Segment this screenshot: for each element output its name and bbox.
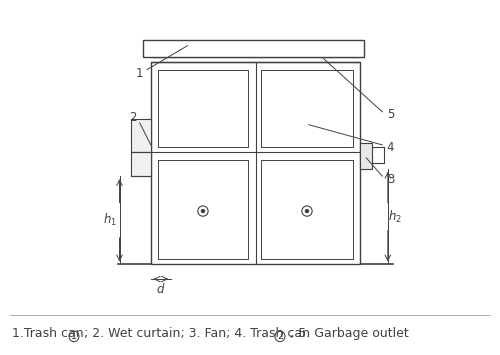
Bar <box>144 40 364 57</box>
Bar <box>261 70 353 147</box>
Circle shape <box>201 209 205 213</box>
Bar <box>130 119 151 152</box>
Text: ; 5. Garbage outlet: ; 5. Garbage outlet <box>290 327 409 340</box>
Bar <box>261 160 353 259</box>
Text: 5: 5 <box>386 108 394 121</box>
Text: 1: 1 <box>136 67 143 80</box>
Text: 1.Trash can: 1.Trash can <box>12 327 84 340</box>
Text: 2: 2 <box>130 111 137 124</box>
Text: $d$: $d$ <box>156 282 166 296</box>
Text: $h_2$: $h_2$ <box>388 208 402 225</box>
Text: 2: 2 <box>277 331 283 342</box>
Text: 1: 1 <box>71 331 77 342</box>
Bar <box>158 70 248 147</box>
Bar <box>360 143 372 169</box>
Text: 3: 3 <box>386 173 394 186</box>
Bar <box>158 160 248 259</box>
Circle shape <box>305 209 309 213</box>
Text: ; 2. Wet curtain; 3. Fan; 4. Trash can: ; 2. Wet curtain; 3. Fan; 4. Trash can <box>84 327 310 340</box>
Text: $h_1$: $h_1$ <box>104 212 118 228</box>
Bar <box>151 62 360 264</box>
Bar <box>130 152 151 176</box>
Text: 4: 4 <box>386 141 394 154</box>
